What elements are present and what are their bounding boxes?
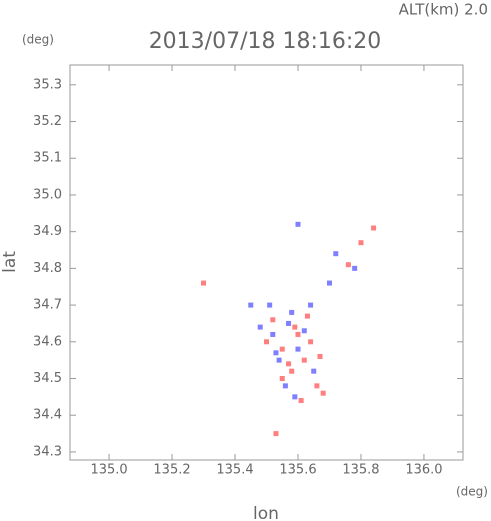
x-tick-label: 135.2 [153, 463, 190, 478]
radar-echo [292, 394, 298, 400]
radar-echo [371, 225, 377, 231]
radar-echo [273, 431, 279, 437]
y-tick-label: 34.9 [33, 224, 62, 239]
radar-echo [304, 313, 310, 319]
radar-echo [295, 331, 301, 337]
radar-echo [273, 350, 279, 356]
y-tick-label: 34.6 [33, 334, 62, 349]
radar-echo [289, 368, 295, 374]
y-axis-label: lat [0, 251, 20, 273]
altitude-label: ALT(km) 2.0 [399, 1, 488, 19]
radar-echo [317, 353, 323, 359]
radar-echo [301, 357, 307, 363]
y-tick-label: 35.2 [33, 114, 62, 129]
radar-echo [267, 302, 273, 308]
radar-echo [201, 280, 207, 286]
radar-echo [308, 339, 314, 345]
radar-echo [295, 221, 301, 227]
y-tick-label: 35.3 [33, 77, 62, 92]
radar-echo [270, 317, 276, 323]
radar-echo [279, 376, 285, 382]
x-tick-label: 135.4 [216, 463, 253, 478]
radar-echo [289, 309, 295, 315]
radar-echo [314, 383, 320, 389]
x-axis-label: lon [253, 504, 279, 521]
radar-echo [311, 368, 317, 374]
radar-echo [295, 346, 301, 352]
radar-echo [276, 357, 282, 363]
radar-echo [298, 398, 304, 404]
y-tick-label: 34.3 [33, 444, 62, 459]
radar-echo [301, 328, 307, 334]
y-tick-label: 34.7 [33, 298, 62, 313]
y-tick-label: 34.8 [33, 261, 62, 276]
radar-echo [248, 302, 254, 308]
plot-frame [69, 64, 464, 461]
radar-echo [345, 262, 351, 268]
y-tick-label: 35.0 [33, 187, 62, 202]
x-tick-label: 135.0 [90, 463, 127, 478]
radar-echo [286, 361, 292, 367]
x-tick-label: 135.6 [279, 463, 316, 478]
radar-echo [358, 240, 364, 246]
radar-echo [270, 331, 276, 337]
radar-echo [264, 339, 269, 345]
radar-echo [257, 324, 263, 330]
radar-echo [333, 251, 339, 257]
radar-echo [352, 265, 358, 271]
y-tick-label: 35.1 [33, 151, 62, 166]
x-tick-label: 136.0 [405, 463, 442, 478]
radar-echo [320, 390, 326, 396]
chart-title: 2013/07/18 18:16:20 [149, 29, 382, 54]
radar-echo [279, 346, 285, 352]
x-tick-label: 135.8 [342, 463, 379, 478]
radar-echo [286, 320, 292, 326]
radar-echo [282, 383, 288, 389]
radar-echo [326, 280, 332, 286]
radar-echo [292, 324, 298, 330]
y-tick-label: 34.5 [33, 371, 62, 386]
y-unit: (deg) [22, 33, 54, 47]
x-unit: (deg) [456, 485, 488, 499]
radar-echo [308, 302, 314, 308]
y-tick-label: 34.4 [33, 408, 62, 423]
